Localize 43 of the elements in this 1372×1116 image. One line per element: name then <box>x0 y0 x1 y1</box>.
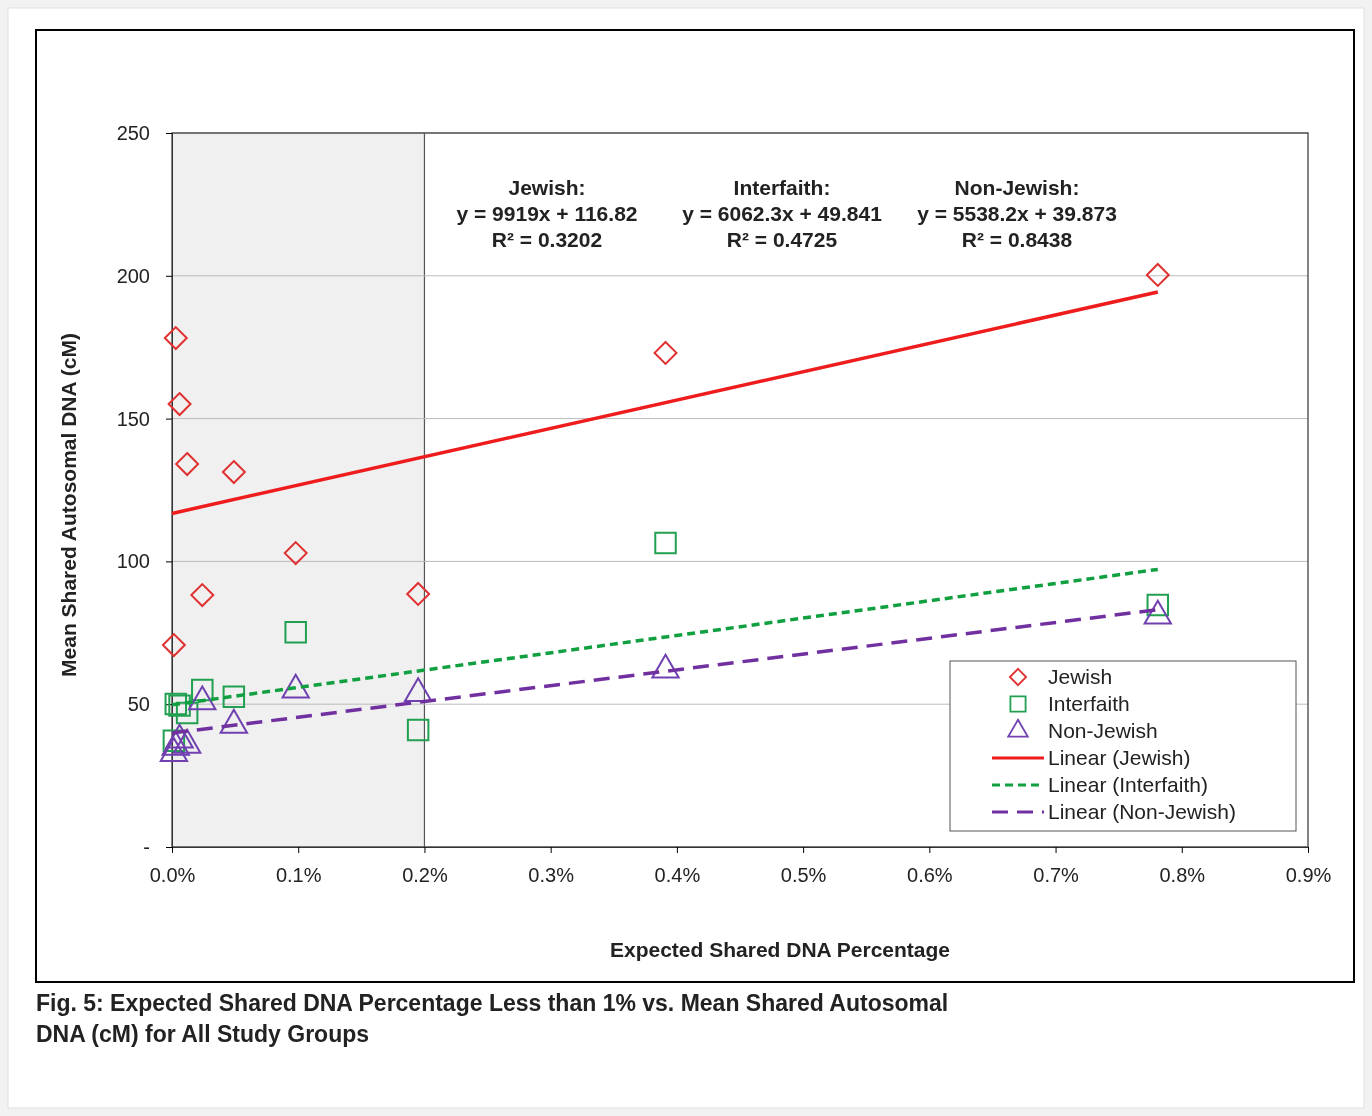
point <box>406 582 431 606</box>
point <box>163 326 188 351</box>
y-tick-label: 250 <box>116 121 150 144</box>
x-tick-label: 0.9% <box>1285 864 1332 886</box>
y-axis-title: Mean Shared Autosomal DNA (cM) <box>57 333 80 677</box>
caption: Fig. 5: Expected Shared DNA Percentage Less than 1% vs. Mean Shared Autosomal DNA (cM) for All Study Groups <box>36 990 949 1047</box>
point <box>406 718 430 742</box>
point <box>175 701 199 725</box>
x-tick-label: 0.4% <box>654 864 701 886</box>
x-tick-label: 0.0% <box>149 864 196 886</box>
legend-label: Jewish <box>1048 665 1113 688</box>
point <box>190 583 215 608</box>
annotation: Non-Jewish: y = 5538.2x + 39.873 R² = 0.8438 <box>917 176 1117 251</box>
y-tick-label: - <box>143 835 150 858</box>
x-tick-label: 0.3% <box>528 864 575 886</box>
x-tick-label: 0.6% <box>907 864 953 886</box>
point <box>1145 262 1170 287</box>
point <box>283 541 308 566</box>
point <box>653 340 678 365</box>
point <box>284 620 307 644</box>
y-tick-label: 50 <box>127 693 150 716</box>
y-tick-label: 150 <box>116 407 150 430</box>
legend-label: Linear (Interfaith) <box>1048 773 1208 796</box>
x-tick-label: 0.8% <box>1159 864 1206 886</box>
y-tick-label: 200 <box>116 264 150 287</box>
y-tick-label: 100 <box>116 550 150 573</box>
annotation: Interfaith: y = 6062.3x + 49.841 R² = 0.4725 <box>682 176 883 251</box>
point <box>161 633 186 658</box>
x-tick-label: 0.1% <box>275 864 322 886</box>
point <box>175 452 200 476</box>
legend-label: Interfaith <box>1048 692 1130 715</box>
x-tick-label: 0.2% <box>402 864 448 886</box>
point <box>222 685 246 709</box>
x-tick-label: 0.7% <box>1033 864 1080 886</box>
legend-label: Linear (Non-Jewish) <box>1048 800 1236 823</box>
point <box>221 460 246 484</box>
point <box>654 531 677 555</box>
legend-label: Linear (Jewish) <box>1048 746 1191 769</box>
annotation: Jewish: y = 9919x + 116.82 R² = 0.3202 <box>456 176 638 251</box>
legend-label: Non-Jewish <box>1048 719 1158 742</box>
x-tick-label: 0.5% <box>780 864 827 886</box>
x-axis-title: Expected Shared DNA Percentage <box>609 938 951 961</box>
point <box>167 392 192 416</box>
